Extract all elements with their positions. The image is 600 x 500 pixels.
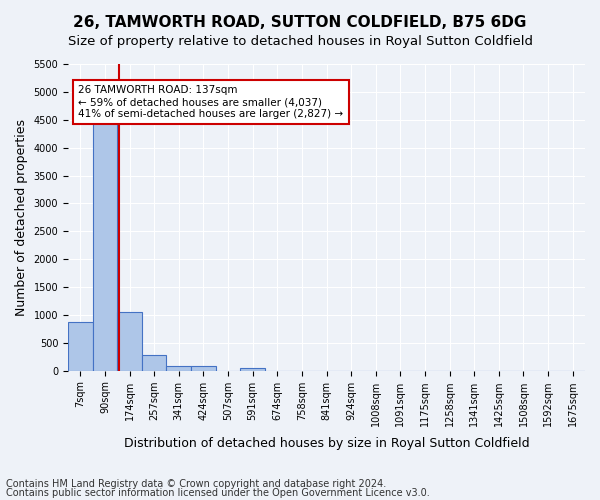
Bar — [92, 116, 117, 370]
Bar — [68, 322, 92, 370]
X-axis label: Distribution of detached houses by size in Royal Sutton Coldfield: Distribution of detached houses by size … — [124, 437, 529, 450]
Text: Contains HM Land Registry data © Crown copyright and database right 2024.: Contains HM Land Registry data © Crown c… — [6, 479, 386, 489]
Bar — [241, 368, 265, 370]
Y-axis label: Number of detached properties: Number of detached properties — [15, 119, 28, 316]
Bar — [117, 312, 142, 370]
Bar — [142, 355, 166, 370]
Text: Size of property relative to detached houses in Royal Sutton Coldfield: Size of property relative to detached ho… — [67, 35, 533, 48]
Text: Contains public sector information licensed under the Open Government Licence v3: Contains public sector information licen… — [6, 488, 430, 498]
Text: 26, TAMWORTH ROAD, SUTTON COLDFIELD, B75 6DG: 26, TAMWORTH ROAD, SUTTON COLDFIELD, B75… — [73, 15, 527, 30]
Bar — [191, 366, 216, 370]
Bar — [166, 366, 191, 370]
Text: 26 TAMWORTH ROAD: 137sqm
← 59% of detached houses are smaller (4,037)
41% of sem: 26 TAMWORTH ROAD: 137sqm ← 59% of detach… — [79, 86, 343, 118]
